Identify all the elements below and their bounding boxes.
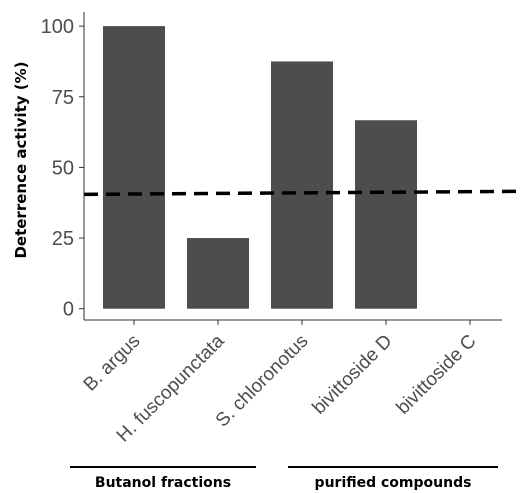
x-category-label: bivittoside C bbox=[393, 331, 481, 419]
bar bbox=[187, 238, 249, 309]
bar bbox=[103, 26, 165, 309]
group-label: Butanol fractions bbox=[95, 475, 231, 491]
y-tick-label: 50 bbox=[52, 157, 74, 179]
group-labels-layer: Butanol fractions purified compounds bbox=[70, 466, 498, 491]
x-category-label: bivittoside D bbox=[309, 331, 397, 419]
y-tick-label: 25 bbox=[52, 228, 74, 250]
y-axis-title: Deterrence activity (%) bbox=[12, 61, 30, 258]
x-category-label: B. argus bbox=[80, 331, 145, 396]
group-label: purified compounds bbox=[315, 475, 472, 491]
y-tick-label: 75 bbox=[52, 87, 74, 109]
y-ticks-layer: 0 25 50 75 100 bbox=[41, 16, 84, 321]
bars-layer bbox=[103, 26, 417, 309]
bar bbox=[355, 120, 417, 309]
y-tick-label: 0 bbox=[63, 299, 74, 321]
bar bbox=[271, 61, 333, 309]
threshold-dashed-line bbox=[83, 189, 519, 197]
y-tick-label: 100 bbox=[41, 16, 74, 38]
reference-line-layer bbox=[83, 189, 519, 197]
